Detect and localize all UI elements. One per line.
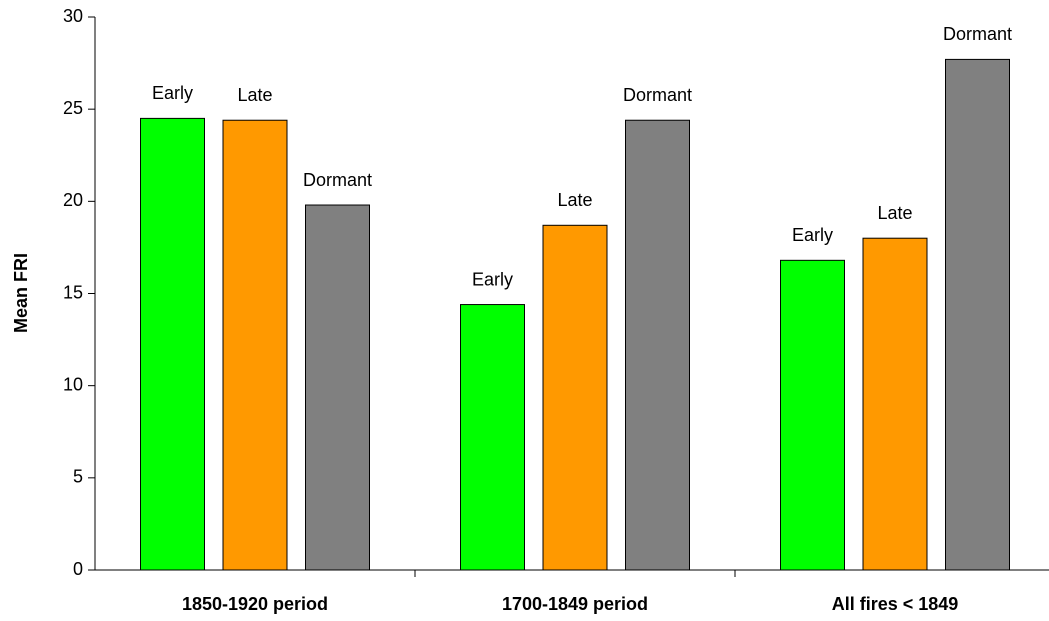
data-label: Early (152, 83, 193, 103)
y-tick-label: 10 (63, 374, 83, 394)
data-label: Early (472, 269, 513, 289)
y-tick-label: 5 (73, 467, 83, 487)
data-label: Late (557, 190, 592, 210)
x-tick-label: All fires < 1849 (832, 594, 959, 614)
bar (780, 259, 845, 571)
y-axis-title: Mean FRI (11, 253, 31, 333)
x-tick-label: 1850-1920 period (182, 594, 328, 614)
bar (625, 119, 690, 571)
bar (945, 58, 1010, 571)
y-tick-label: 15 (63, 282, 83, 302)
y-tick-label: 0 (73, 559, 83, 579)
bar (542, 224, 608, 571)
bar (305, 204, 370, 571)
y-tick-label: 30 (63, 6, 83, 26)
x-tick-label: 1700-1849 period (502, 594, 648, 614)
bar (222, 119, 288, 571)
data-label: Late (877, 203, 912, 223)
data-label: Dormant (303, 170, 372, 190)
bar (460, 304, 525, 571)
bar (140, 117, 205, 571)
data-label: Dormant (623, 85, 692, 105)
y-tick-label: 20 (63, 190, 83, 210)
bar (862, 237, 928, 571)
data-label: Dormant (943, 24, 1012, 44)
data-label: Late (237, 85, 272, 105)
y-tick-label: 25 (63, 98, 83, 118)
data-label: Early (792, 225, 833, 245)
